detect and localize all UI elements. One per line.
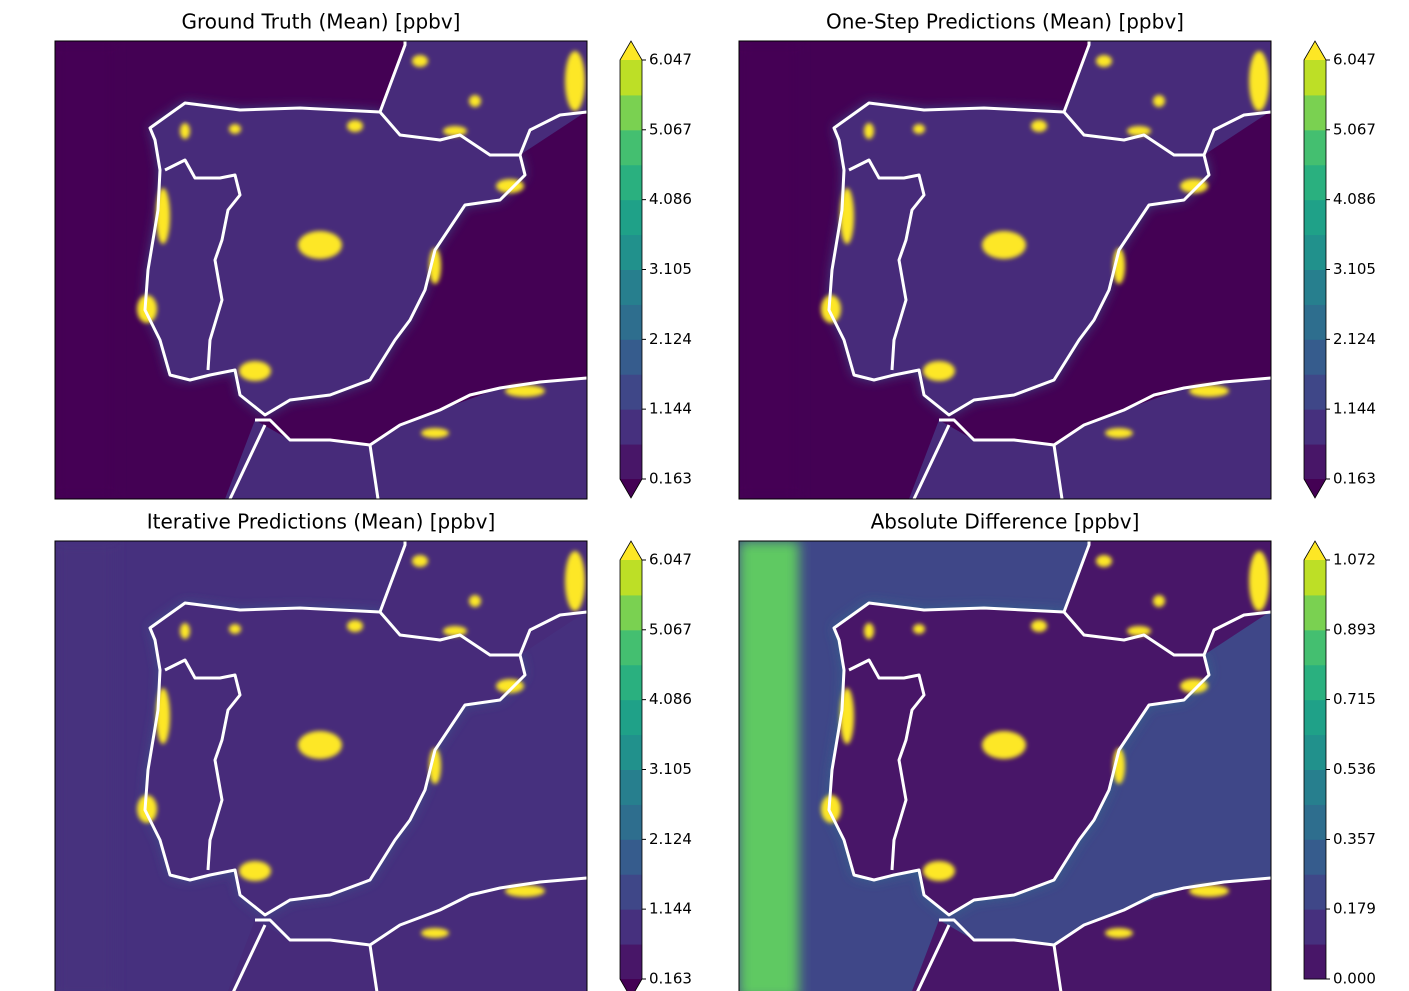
colorbar-band xyxy=(1304,560,1326,595)
colorbar-band xyxy=(620,839,642,874)
colorbar-band xyxy=(620,770,642,805)
colorbar-band xyxy=(620,339,642,374)
colorbar-band xyxy=(620,909,642,944)
colorbar-tick-label: 1.144 xyxy=(1333,400,1376,418)
colorbar-tick-label: 0.715 xyxy=(1333,690,1376,708)
colorbar-band xyxy=(620,409,642,444)
colorbar-extend-min xyxy=(1304,479,1326,498)
colorbar-band xyxy=(620,735,642,770)
colorbar-band xyxy=(1304,409,1326,444)
colorbar-extend-max xyxy=(1304,41,1326,60)
colorbar-band xyxy=(1304,909,1326,944)
colorbar-band xyxy=(620,595,642,630)
colorbar-tick-label: 5.067 xyxy=(1333,120,1376,138)
colorbar-band xyxy=(1304,95,1326,130)
colorbar-tick-label: 0.893 xyxy=(1333,620,1376,638)
colorbar-band xyxy=(1304,944,1326,979)
colorbar-band xyxy=(1304,665,1326,700)
colorbar-tick-label: 2.124 xyxy=(649,830,692,848)
colorbar-tick-label: 0.163 xyxy=(649,970,692,988)
colorbar-extend-min xyxy=(620,479,642,498)
colorbar-band xyxy=(1304,630,1326,665)
colorbar-tick-label: 0.163 xyxy=(1333,470,1376,488)
colorbar-tick-label: 4.086 xyxy=(1333,190,1376,208)
colorbar-band xyxy=(1304,130,1326,165)
colorbar-tick-label: 0.000 xyxy=(1333,970,1376,988)
colorbar-band xyxy=(1304,735,1326,770)
colorbar-band xyxy=(620,235,642,270)
colorbar-band xyxy=(620,665,642,700)
colorbar-band xyxy=(620,374,642,409)
colorbar-tick-label: 3.105 xyxy=(649,260,692,278)
colorbar-band xyxy=(1304,839,1326,874)
panel-title: Ground Truth (Mean) [ppbv] xyxy=(182,10,461,34)
colorbar-band xyxy=(620,200,642,235)
colorbar-band xyxy=(1304,874,1326,909)
panel-title: One-Step Predictions (Mean) [ppbv] xyxy=(826,10,1184,34)
colorbar-tick-label: 0.357 xyxy=(1333,830,1376,848)
colorbar-band xyxy=(620,874,642,909)
heatmap xyxy=(55,541,587,991)
colorbar-tick-label: 4.086 xyxy=(649,690,692,708)
colorbar-band xyxy=(620,165,642,200)
figure: Ground Truth (Mean) [ppbv] 0.163 1.144 2.12… xyxy=(0,0,1409,991)
colorbar-tick-label: 2.124 xyxy=(1333,330,1376,348)
heatmap xyxy=(739,41,1271,499)
colorbar-tick-label: 2.124 xyxy=(649,330,692,348)
colorbar-band xyxy=(1304,60,1326,95)
colorbar-tick-label: 1.144 xyxy=(649,900,692,918)
colorbar-band xyxy=(620,270,642,305)
colorbar-tick-label: 3.105 xyxy=(1333,260,1376,278)
colorbar-band xyxy=(620,304,642,339)
colorbar-band xyxy=(620,95,642,130)
colorbar-tick-label: 5.067 xyxy=(649,120,692,138)
colorbar-tick-label: 3.105 xyxy=(649,760,692,778)
colorbar-band xyxy=(620,560,642,595)
colorbar-extend-max xyxy=(1304,541,1326,560)
colorbar-band xyxy=(620,60,642,95)
colorbar-band xyxy=(1304,700,1326,735)
colorbar-band xyxy=(620,804,642,839)
colorbar-band xyxy=(620,444,642,479)
colorbar-extend-max xyxy=(620,541,642,560)
page: Ground Truth (Mean) [ppbv] 0.163 1.144 2.12… xyxy=(0,0,1409,991)
colorbar-band xyxy=(1304,304,1326,339)
colorbar-band xyxy=(1304,339,1326,374)
colorbar-band xyxy=(620,130,642,165)
panel-title: Absolute Difference [ppbv] xyxy=(871,510,1140,534)
panel-title: Iterative Predictions (Mean) [ppbv] xyxy=(147,510,496,534)
colorbar-tick-label: 6.047 xyxy=(1333,51,1376,69)
colorbar-band xyxy=(1304,770,1326,805)
colorbar-tick-label: 4.086 xyxy=(649,190,692,208)
colorbar-extend-max xyxy=(620,41,642,60)
colorbar-tick-label: 6.047 xyxy=(649,51,692,69)
colorbar-tick-label: 1.144 xyxy=(649,400,692,418)
colorbar-band xyxy=(620,700,642,735)
colorbar-band xyxy=(1304,804,1326,839)
colorbar-band xyxy=(1304,374,1326,409)
colorbar-tick-label: 0.163 xyxy=(649,470,692,488)
colorbar-band xyxy=(1304,444,1326,479)
colorbar-band xyxy=(1304,200,1326,235)
colorbar-band xyxy=(620,630,642,665)
colorbar-tick-label: 6.047 xyxy=(649,551,692,569)
colorbar-tick-label: 0.179 xyxy=(1333,900,1376,918)
colorbar-band xyxy=(620,944,642,979)
colorbar-tick-label: 1.072 xyxy=(1333,551,1376,569)
heatmap xyxy=(739,541,1271,991)
colorbar-tick-label: 0.536 xyxy=(1333,760,1376,778)
colorbar-band xyxy=(1304,270,1326,305)
colorbar-tick-label: 5.067 xyxy=(649,620,692,638)
colorbar-band xyxy=(1304,595,1326,630)
colorbar-band xyxy=(1304,165,1326,200)
colorbar-band xyxy=(1304,235,1326,270)
heatmap xyxy=(55,41,587,499)
